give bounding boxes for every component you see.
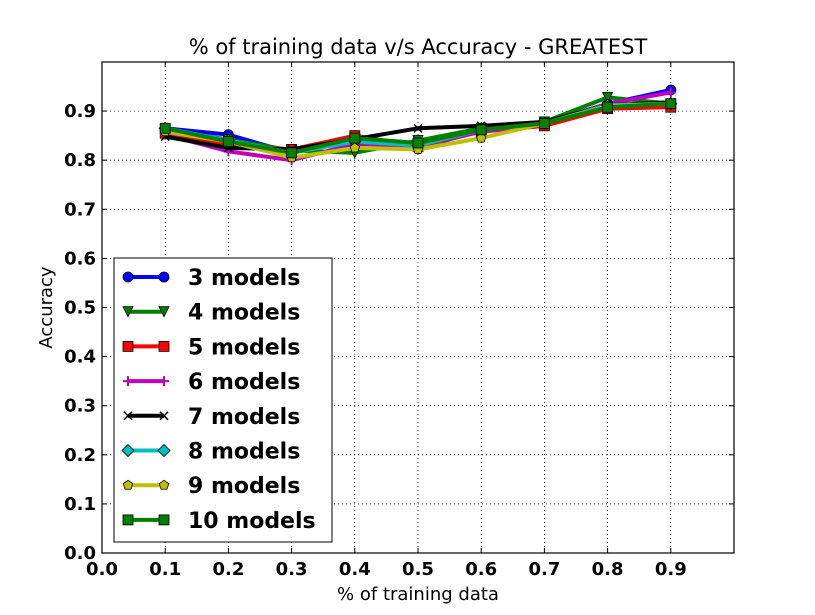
x-axis-label: % of training data [337, 584, 499, 605]
legend-marker [158, 306, 170, 318]
grid-lines [102, 62, 734, 553]
x-tick-label: 0.5 [402, 559, 434, 580]
legend-entry: 5 models [122, 335, 300, 360]
legend-label: 5 models [188, 335, 300, 360]
data-point [413, 123, 423, 133]
x-tick-label: 0.4 [339, 559, 371, 580]
legend-entry: 10 models [122, 509, 316, 534]
legend-label: 3 models [188, 266, 300, 291]
legend-label: 6 models [188, 370, 300, 395]
y-axis-label: Accuracy [36, 266, 57, 349]
legend: 3 models 4 models 5 models 6 models 7 models… [113, 257, 333, 543]
data-point [665, 98, 677, 110]
data-point [475, 132, 487, 143]
legend-marker [158, 479, 170, 490]
legend-entry: 7 models [123, 405, 300, 430]
x-tick-label: 0.7 [528, 559, 560, 580]
legend-marker [159, 376, 169, 387]
x-tick-label: 0.6 [465, 559, 497, 580]
y-tick-label: 0.2 [64, 445, 96, 466]
legend-marker [122, 340, 134, 352]
legend-entry: 9 models [122, 474, 300, 499]
data-point [159, 122, 171, 134]
x-tick-label: 0.2 [212, 559, 244, 580]
x-tick-label: 0.1 [149, 559, 181, 580]
legend-label: 9 models [188, 474, 300, 499]
legend-box [113, 257, 333, 543]
legend-marker [122, 306, 134, 318]
y-tick-label: 0.3 [64, 396, 96, 417]
y-tick-label: 0.8 [64, 150, 96, 171]
x-tick-label: 0.8 [592, 559, 624, 580]
data-point [475, 124, 487, 136]
legend-label: 8 models [188, 440, 300, 465]
data-point [349, 142, 361, 153]
legend-marker [158, 271, 170, 283]
series-10-models [159, 98, 677, 159]
y-tick-label: 0.0 [64, 543, 96, 564]
y-tick-label: 0.6 [64, 248, 96, 269]
legend-marker [122, 514, 134, 526]
legend-marker [121, 443, 135, 458]
legend-marker [122, 479, 134, 490]
x-tick-label: 0.0 [86, 559, 118, 580]
legend-marker [158, 340, 170, 352]
data-point [601, 91, 614, 104]
data-point [602, 101, 613, 113]
series-group [158, 84, 678, 166]
legend-entry: 6 models [123, 370, 300, 395]
legend-marker [158, 514, 170, 526]
legend-marker [123, 411, 133, 421]
legend-label: 4 models [188, 301, 300, 326]
y-tick-label: 0.9 [64, 101, 96, 122]
y-tick-label: 0.7 [64, 199, 96, 220]
legend-entry: 8 models [121, 440, 300, 465]
legend-label: 10 models [188, 509, 316, 534]
legend-marker [159, 411, 169, 421]
legend-marker [157, 443, 171, 458]
data-point [349, 132, 361, 144]
data-point [412, 137, 424, 149]
x-tick-label: 0.9 [655, 559, 687, 580]
legend-marker [122, 271, 134, 283]
chart-title: % of training data v/s Accuracy - GREATE… [189, 35, 648, 59]
y-tick-label: 0.1 [64, 494, 96, 515]
legend-marker [123, 376, 133, 387]
legend-entry: 4 models [122, 301, 300, 326]
y-tick-label: 0.4 [64, 347, 96, 368]
x-tick-label: 0.3 [276, 559, 308, 580]
legend-entry: 3 models [122, 266, 300, 291]
tick-labels: 0.0 0.1 0.2 0.3 0.4 0.5 0.6 0.7 0.8 0.9 0.0 0.1 0.2 0… [64, 62, 734, 580]
data-point [222, 136, 234, 147]
data-point [665, 87, 676, 98]
legend-label: 7 models [188, 405, 300, 430]
data-point [539, 117, 550, 129]
data-point [286, 147, 298, 159]
y-tick-label: 0.5 [64, 298, 96, 319]
